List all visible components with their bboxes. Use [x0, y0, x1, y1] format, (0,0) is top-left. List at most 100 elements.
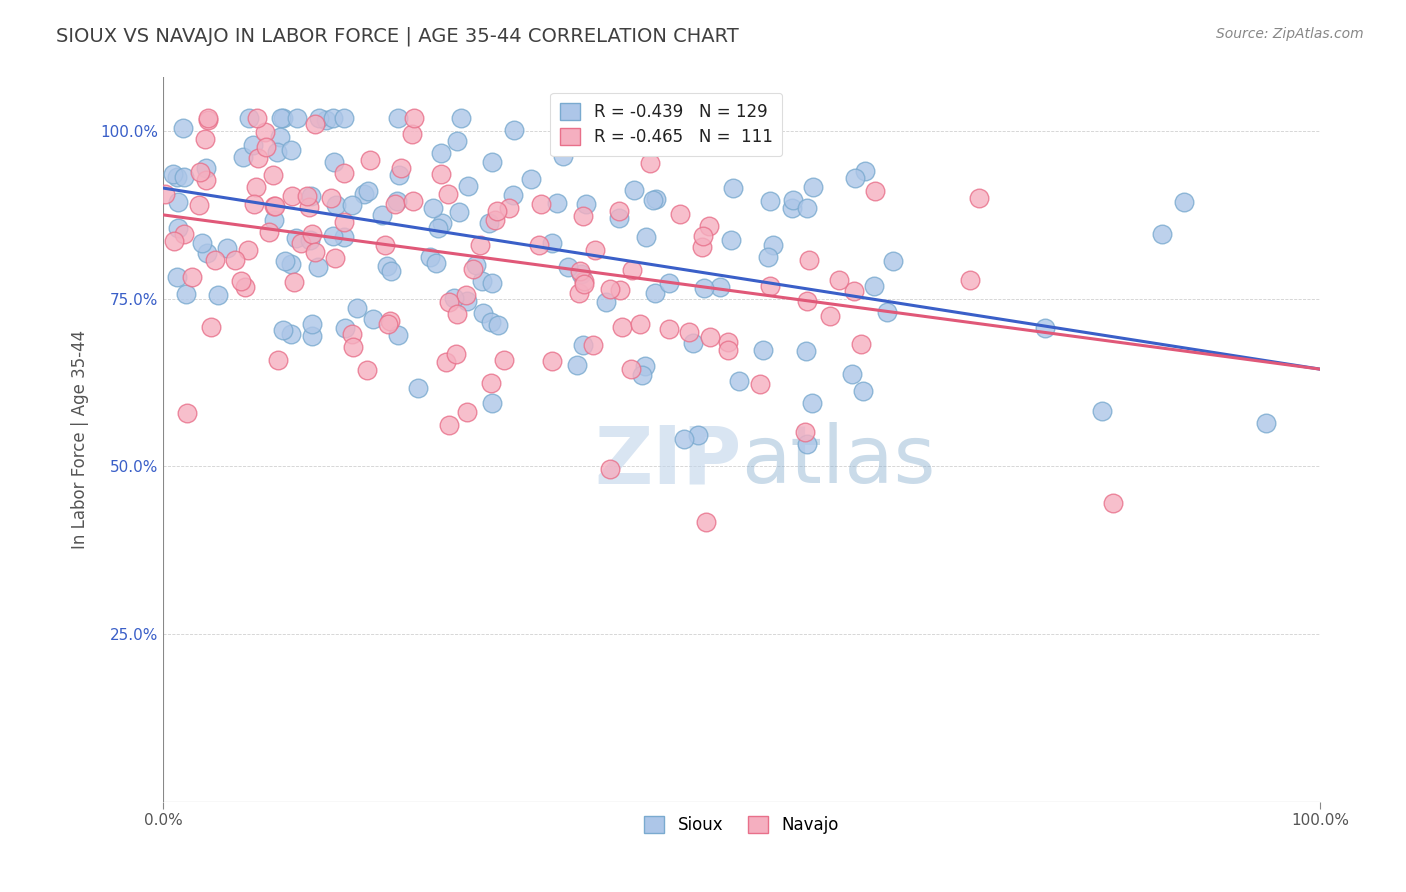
Point — [728, 375, 751, 389]
Point — [749, 377, 772, 392]
Point — [797, 253, 820, 268]
Point — [818, 309, 841, 323]
Point — [557, 260, 579, 275]
Point — [322, 229, 344, 244]
Point — [486, 318, 509, 332]
Point — [801, 179, 824, 194]
Point — [658, 322, 681, 336]
Point — [503, 123, 526, 137]
Point — [863, 279, 886, 293]
Point — [304, 117, 326, 131]
Point — [530, 197, 553, 211]
Point — [425, 256, 447, 270]
Point — [575, 196, 598, 211]
Point — [163, 234, 186, 248]
Point — [246, 111, 269, 125]
Point — [697, 219, 720, 234]
Point — [551, 149, 574, 163]
Point — [167, 221, 190, 235]
Point — [444, 347, 467, 361]
Point — [346, 301, 368, 315]
Point — [194, 131, 217, 145]
Point — [430, 146, 453, 161]
Text: ZIP: ZIP — [595, 422, 741, 500]
Point — [492, 353, 515, 368]
Point — [568, 286, 591, 301]
Point — [669, 207, 692, 221]
Point — [427, 220, 450, 235]
Point — [717, 334, 740, 349]
Point — [243, 197, 266, 211]
Point — [801, 396, 824, 410]
Point — [640, 156, 662, 170]
Point — [422, 201, 444, 215]
Point — [796, 201, 818, 215]
Point — [721, 181, 744, 195]
Point — [437, 418, 460, 433]
Point — [281, 188, 304, 202]
Point — [644, 286, 666, 301]
Point — [720, 233, 742, 247]
Point — [238, 243, 260, 257]
Point — [607, 204, 630, 219]
Point — [479, 376, 502, 391]
Point — [290, 235, 312, 250]
Point — [465, 258, 488, 272]
Point — [155, 187, 177, 202]
Point — [271, 111, 294, 125]
Point — [406, 381, 429, 395]
Point — [371, 208, 394, 222]
Point — [224, 253, 246, 268]
Point — [200, 319, 222, 334]
Point — [322, 111, 344, 125]
Point — [634, 359, 657, 374]
Point — [595, 294, 617, 309]
Point — [582, 338, 605, 352]
Point — [631, 368, 654, 382]
Point — [572, 338, 595, 352]
Point — [623, 183, 645, 197]
Point — [269, 129, 291, 144]
Point — [468, 237, 491, 252]
Point — [188, 198, 211, 212]
Point — [361, 311, 384, 326]
Point — [620, 263, 643, 277]
Point — [1091, 404, 1114, 418]
Point — [967, 191, 990, 205]
Point — [342, 340, 364, 354]
Point — [267, 353, 290, 368]
Point — [457, 179, 479, 194]
Point — [430, 168, 453, 182]
Point — [740, 132, 762, 146]
Point — [266, 145, 288, 160]
Point — [384, 196, 406, 211]
Point — [1033, 321, 1056, 335]
Point — [678, 325, 700, 339]
Point — [387, 327, 409, 342]
Point — [842, 284, 865, 298]
Point — [307, 260, 329, 274]
Point — [472, 306, 495, 320]
Point — [546, 196, 568, 211]
Point — [443, 291, 465, 305]
Point — [479, 315, 502, 329]
Point — [446, 307, 468, 321]
Point — [301, 328, 323, 343]
Text: atlas: atlas — [741, 422, 936, 500]
Point — [323, 154, 346, 169]
Point — [285, 231, 308, 245]
Point — [794, 343, 817, 358]
Point — [262, 168, 284, 182]
Point — [450, 111, 472, 125]
Point — [717, 343, 740, 358]
Point — [959, 273, 981, 287]
Y-axis label: In Labor Force | Age 35-44: In Labor Force | Age 35-44 — [72, 330, 89, 549]
Point — [628, 317, 651, 331]
Point — [389, 161, 412, 176]
Point — [172, 121, 194, 136]
Point — [333, 166, 356, 180]
Point — [673, 432, 696, 446]
Point — [197, 111, 219, 125]
Point — [709, 280, 731, 294]
Point — [752, 343, 775, 358]
